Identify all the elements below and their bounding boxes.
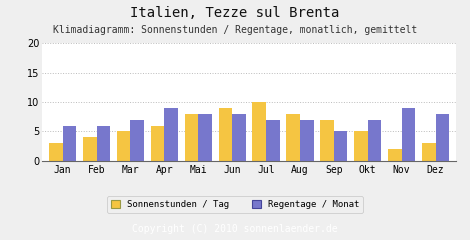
Text: Klimadiagramm: Sonnenstunden / Regentage, monatlich, gemittelt: Klimadiagramm: Sonnenstunden / Regentage…	[53, 25, 417, 35]
Bar	[198, 114, 212, 161]
Bar	[219, 108, 232, 161]
Text: Italien, Tezze sul Brenta: Italien, Tezze sul Brenta	[130, 6, 340, 20]
Text: Copyright (C) 2010 sonnenlaender.de: Copyright (C) 2010 sonnenlaender.de	[132, 224, 338, 234]
Bar	[185, 114, 198, 161]
Bar	[320, 120, 334, 161]
Bar	[117, 132, 131, 161]
Bar	[232, 114, 246, 161]
Bar	[266, 120, 280, 161]
Bar	[252, 102, 266, 161]
Bar	[368, 120, 381, 161]
Bar	[151, 126, 164, 161]
Bar	[402, 108, 415, 161]
Bar	[422, 143, 436, 161]
Bar	[131, 120, 144, 161]
Legend: Sonnenstunden / Tag, Regentage / Monat: Sonnenstunden / Tag, Regentage / Monat	[107, 197, 363, 213]
Bar	[49, 143, 63, 161]
Bar	[388, 149, 402, 161]
Bar	[354, 132, 368, 161]
Bar	[96, 126, 110, 161]
Bar	[286, 114, 300, 161]
Bar	[334, 132, 347, 161]
Bar	[164, 108, 178, 161]
Bar	[436, 114, 449, 161]
Bar	[300, 120, 313, 161]
Bar	[83, 137, 96, 161]
Bar	[63, 126, 76, 161]
